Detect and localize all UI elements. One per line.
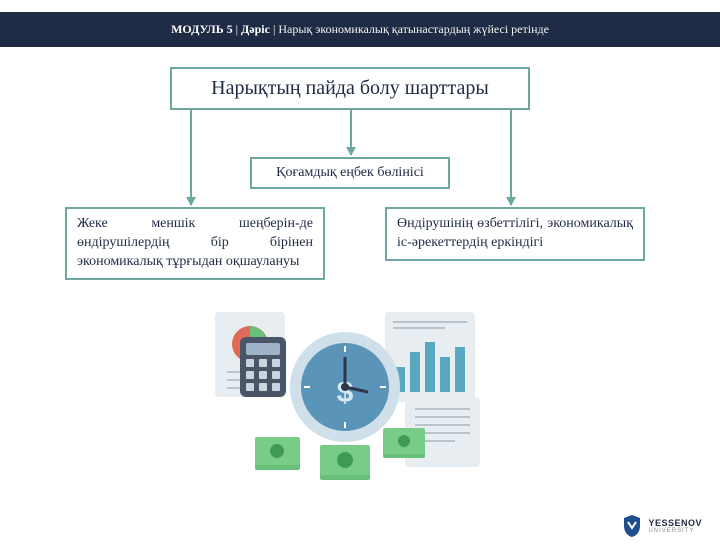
header-module: МОДУЛЬ 5 [171, 22, 233, 36]
diagram-left-box: Жеке меншік шеңберін-де өндірушілердің б… [65, 207, 325, 280]
header-topic: Нарық экономикалық қатынастардың жүйесі … [278, 22, 549, 36]
shield-icon [622, 514, 642, 538]
diagram-right: Өндірушінің өзбеттілігі, экономикалық іс… [397, 216, 633, 250]
arrow [190, 109, 192, 205]
header-bar: МОДУЛЬ 5 | Дәріс | Нарық экономикалық қа… [0, 12, 720, 47]
diagram-title-box: Нарықтың пайда болу шарттары [170, 67, 530, 110]
header-sep1: | [233, 22, 241, 36]
arrow [510, 109, 512, 205]
finance-illustration: $ [185, 302, 505, 482]
diagram-title: Нарықтың пайда болу шарттары [211, 77, 489, 99]
diagram-left: Жеке меншік шеңберін-де өндірушілердің б… [77, 216, 313, 269]
diagram-right-box: Өндірушінің өзбеттілігі, экономикалық іс… [385, 207, 645, 261]
university-logo: YESSENOV UNIVERSITY [622, 514, 702, 538]
logo-text: YESSENOV UNIVERSITY [648, 519, 702, 534]
logo-name: YESSENOV [648, 519, 702, 528]
logo-sub: UNIVERSITY [648, 528, 702, 534]
arrow [350, 109, 352, 155]
diagram-canvas: Нарықтың пайда болу шарттары Қоғамдық ең… [0, 47, 720, 527]
diagram-middle: Қоғамдық еңбек бөлінісі [276, 165, 424, 180]
header-lecture: Дәріс [241, 22, 270, 36]
diagram-middle-box: Қоғамдық еңбек бөлінісі [250, 157, 450, 189]
